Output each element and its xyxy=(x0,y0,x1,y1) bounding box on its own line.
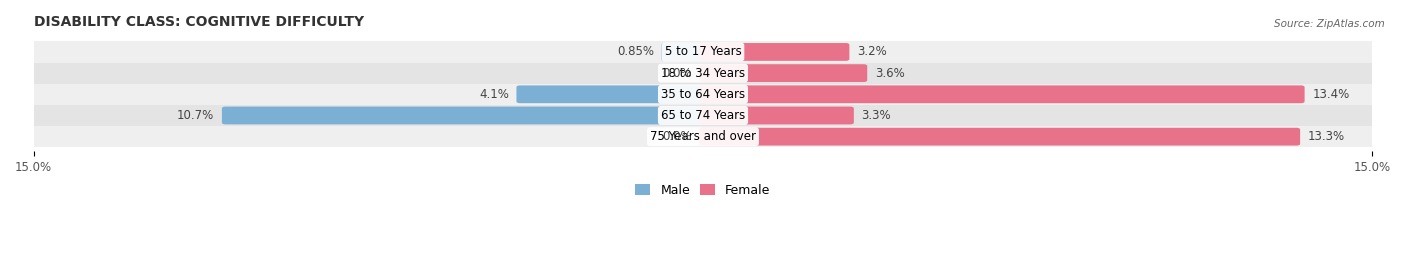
FancyBboxPatch shape xyxy=(516,85,707,103)
Text: 5 to 17 Years: 5 to 17 Years xyxy=(665,45,741,58)
Text: 65 to 74 Years: 65 to 74 Years xyxy=(661,109,745,122)
Bar xyxy=(34,126,1372,147)
Text: DISABILITY CLASS: COGNITIVE DIFFICULTY: DISABILITY CLASS: COGNITIVE DIFFICULTY xyxy=(34,15,364,29)
Text: 4.1%: 4.1% xyxy=(479,88,509,101)
FancyBboxPatch shape xyxy=(699,107,853,124)
Text: 75 Years and over: 75 Years and over xyxy=(650,130,756,143)
FancyBboxPatch shape xyxy=(699,43,849,61)
FancyBboxPatch shape xyxy=(661,43,707,61)
Text: Source: ZipAtlas.com: Source: ZipAtlas.com xyxy=(1274,19,1385,29)
Text: 3.3%: 3.3% xyxy=(862,109,891,122)
Text: 10.7%: 10.7% xyxy=(177,109,214,122)
FancyBboxPatch shape xyxy=(222,107,707,124)
Text: 3.2%: 3.2% xyxy=(858,45,887,58)
Text: 0.85%: 0.85% xyxy=(617,45,654,58)
Text: 18 to 34 Years: 18 to 34 Years xyxy=(661,67,745,80)
Text: 13.3%: 13.3% xyxy=(1308,130,1346,143)
Legend: Male, Female: Male, Female xyxy=(636,184,770,197)
Bar xyxy=(34,63,1372,84)
FancyBboxPatch shape xyxy=(699,64,868,82)
FancyBboxPatch shape xyxy=(699,85,1305,103)
Text: 35 to 64 Years: 35 to 64 Years xyxy=(661,88,745,101)
Text: 0.0%: 0.0% xyxy=(662,130,692,143)
Text: 0.0%: 0.0% xyxy=(662,67,692,80)
Text: 13.4%: 13.4% xyxy=(1312,88,1350,101)
Bar xyxy=(34,41,1372,63)
FancyBboxPatch shape xyxy=(699,128,1301,146)
Bar xyxy=(34,105,1372,126)
Bar xyxy=(34,84,1372,105)
Text: 3.6%: 3.6% xyxy=(875,67,904,80)
